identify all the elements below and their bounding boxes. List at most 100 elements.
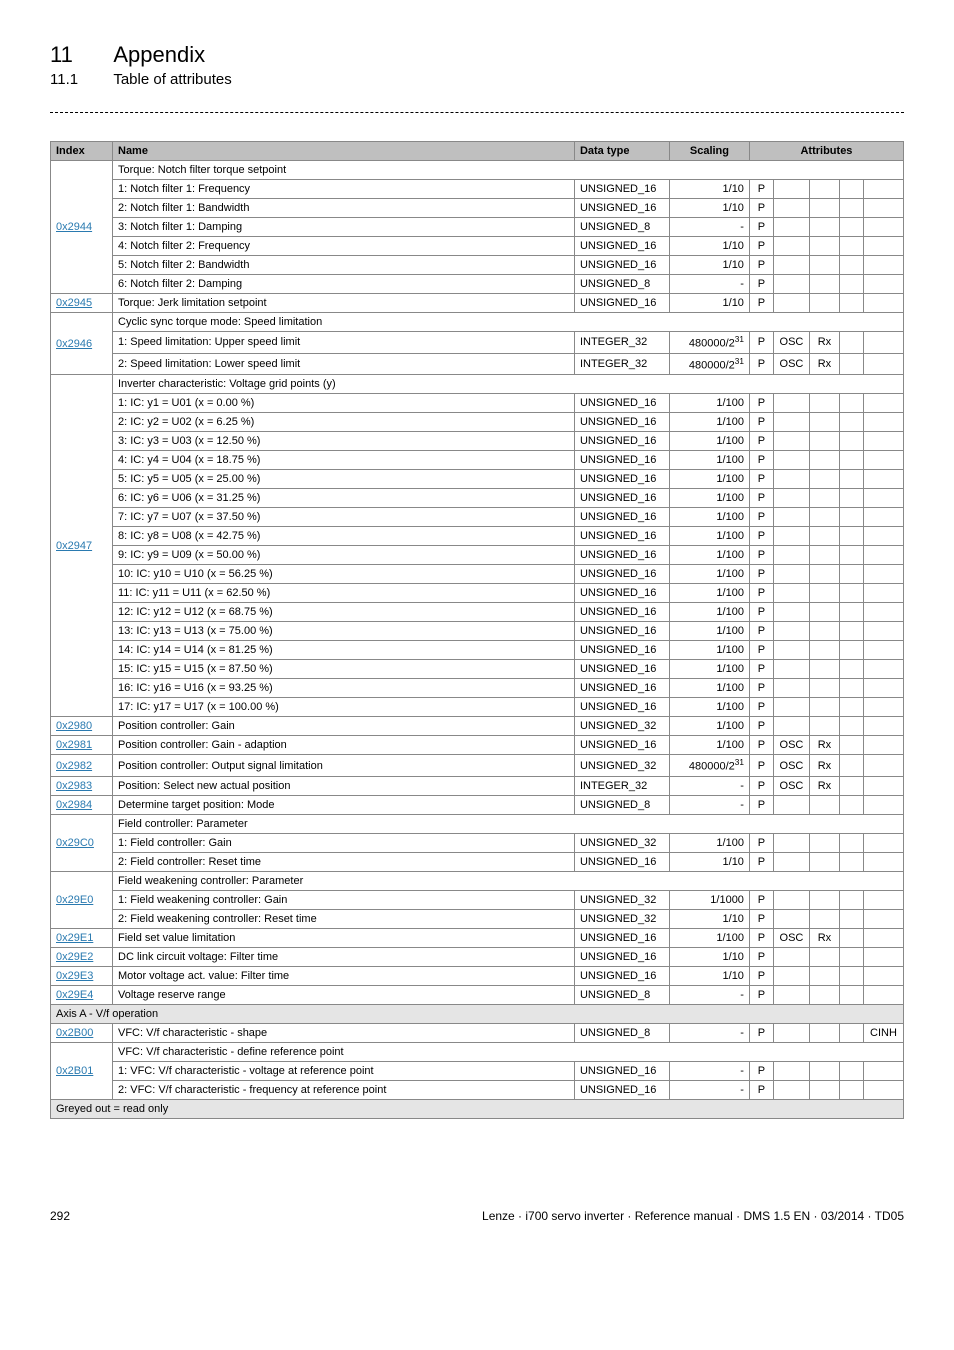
attr-cell: P	[749, 1023, 773, 1042]
attr-cell	[863, 909, 903, 928]
param-name: 2: Field controller: Reset time	[113, 852, 575, 871]
index-link[interactable]: 0x29E3	[51, 966, 113, 985]
legend-greyed-out: Greyed out = read only	[51, 1099, 904, 1118]
attr-cell	[773, 603, 809, 622]
scaling: 1/100	[669, 546, 749, 565]
attr-cell	[839, 217, 863, 236]
index-link[interactable]: 0x2945	[51, 293, 113, 312]
index-link[interactable]: 0x29C0	[51, 814, 113, 871]
attr-cell	[773, 527, 809, 546]
param-name: Motor voltage act. value: Filter time	[113, 966, 575, 985]
index-link[interactable]: 0x2B00	[51, 1023, 113, 1042]
table-row: 2: IC: y2 = U02 (x = 6.25 %)UNSIGNED_161…	[51, 413, 904, 432]
attr-cell	[863, 236, 903, 255]
attr-cell	[863, 966, 903, 985]
attr-cell	[839, 755, 863, 777]
scaling: 1/100	[669, 451, 749, 470]
attr-cell	[809, 451, 839, 470]
scaling: 1/10	[669, 852, 749, 871]
data-type: INTEGER_32	[574, 353, 669, 375]
attr-cell	[809, 603, 839, 622]
table-row: 14: IC: y14 = U14 (x = 81.25 %)UNSIGNED_…	[51, 641, 904, 660]
scaling: 1/100	[669, 603, 749, 622]
attr-cell	[863, 584, 903, 603]
index-link[interactable]: 0x2980	[51, 717, 113, 736]
param-name: 3: Notch filter 1: Damping	[113, 217, 575, 236]
param-name: 1: VFC: V/f characteristic - voltage at …	[113, 1061, 575, 1080]
attr-cell	[773, 236, 809, 255]
attr-cell	[863, 331, 903, 353]
attr-cell	[863, 795, 903, 814]
attr-cell	[809, 1061, 839, 1080]
index-link[interactable]: 0x2981	[51, 736, 113, 755]
index-link[interactable]: 0x2B01	[51, 1042, 113, 1099]
attr-cell	[809, 852, 839, 871]
attr-cell: P	[749, 489, 773, 508]
scaling: -	[669, 985, 749, 1004]
param-name: Determine target position: Mode	[113, 795, 575, 814]
data-type: UNSIGNED_16	[574, 928, 669, 947]
data-type: UNSIGNED_32	[574, 890, 669, 909]
scaling: 1/100	[669, 622, 749, 641]
param-name: 6: IC: y6 = U06 (x = 31.25 %)	[113, 489, 575, 508]
attr-cell	[863, 1080, 903, 1099]
data-type: UNSIGNED_16	[574, 236, 669, 255]
attr-cell	[839, 527, 863, 546]
index-link[interactable]: 0x2947	[51, 375, 113, 717]
attr-cell	[839, 470, 863, 489]
attr-cell	[809, 413, 839, 432]
scaling: 1/100	[669, 432, 749, 451]
attr-cell	[839, 698, 863, 717]
attr-cell: P	[749, 217, 773, 236]
index-link[interactable]: 0x2984	[51, 795, 113, 814]
attr-cell	[773, 660, 809, 679]
attr-cell	[809, 584, 839, 603]
table-row: 1: Notch filter 1: FrequencyUNSIGNED_161…	[51, 179, 904, 198]
param-name: Position controller: Gain	[113, 717, 575, 736]
attr-cell: P	[749, 852, 773, 871]
index-link[interactable]: 0x2982	[51, 755, 113, 777]
attr-cell	[839, 641, 863, 660]
index-link[interactable]: 0x29E2	[51, 947, 113, 966]
data-type: UNSIGNED_16	[574, 470, 669, 489]
data-type: UNSIGNED_16	[574, 852, 669, 871]
attr-cell: OSC	[773, 776, 809, 795]
table-row: 0x2B00VFC: V/f characteristic - shapeUNS…	[51, 1023, 904, 1042]
scaling: 1/100	[669, 736, 749, 755]
attr-cell: P	[749, 622, 773, 641]
data-type: UNSIGNED_16	[574, 966, 669, 985]
table-row: 11: IC: y11 = U11 (x = 62.50 %)UNSIGNED_…	[51, 584, 904, 603]
param-name: 15: IC: y15 = U15 (x = 87.50 %)	[113, 660, 575, 679]
scaling: 1/10	[669, 293, 749, 312]
table-row: 0x2945Torque: Jerk limitation setpointUN…	[51, 293, 904, 312]
attr-cell: P	[749, 985, 773, 1004]
attr-cell	[809, 217, 839, 236]
table-row: 2: Field weakening controller: Reset tim…	[51, 909, 904, 928]
attr-cell	[773, 546, 809, 565]
attr-cell	[773, 641, 809, 660]
data-type: UNSIGNED_16	[574, 527, 669, 546]
index-link[interactable]: 0x29E4	[51, 985, 113, 1004]
attr-cell	[839, 432, 863, 451]
table-row: 0x2981Position controller: Gain - adapti…	[51, 736, 904, 755]
data-type: UNSIGNED_16	[574, 584, 669, 603]
table-row: 5: IC: y5 = U05 (x = 25.00 %)UNSIGNED_16…	[51, 470, 904, 489]
table-row: 0x2983Position: Select new actual positi…	[51, 776, 904, 795]
index-link[interactable]: 0x2983	[51, 776, 113, 795]
attr-cell	[773, 293, 809, 312]
row-heading: Cyclic sync torque mode: Speed limitatio…	[113, 312, 904, 331]
param-name: 1: Notch filter 1: Frequency	[113, 179, 575, 198]
row-heading: Field weakening controller: Parameter	[113, 871, 904, 890]
attr-cell	[839, 1080, 863, 1099]
attr-cell	[773, 179, 809, 198]
index-link[interactable]: 0x2946	[51, 312, 113, 374]
attr-cell: P	[749, 331, 773, 353]
attr-cell: P	[749, 641, 773, 660]
index-link[interactable]: 0x2944	[51, 160, 113, 293]
index-link[interactable]: 0x29E0	[51, 871, 113, 928]
attr-cell	[863, 179, 903, 198]
scaling: 1/100	[669, 470, 749, 489]
table-row: 0x29E1Field set value limitationUNSIGNED…	[51, 928, 904, 947]
index-link[interactable]: 0x29E1	[51, 928, 113, 947]
param-name: Position controller: Output signal limit…	[113, 755, 575, 777]
